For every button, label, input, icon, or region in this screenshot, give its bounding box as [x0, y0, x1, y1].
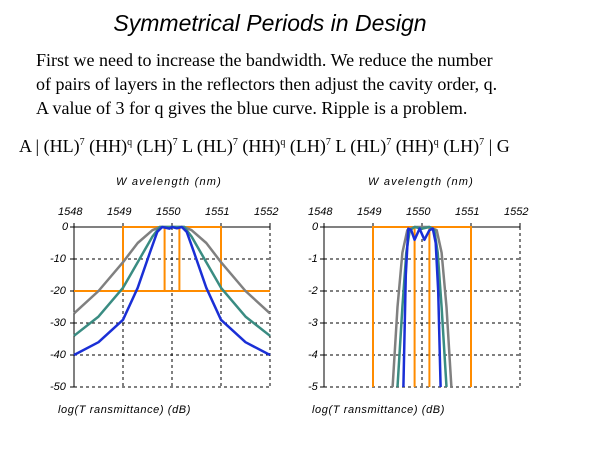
series-line-2 — [402, 227, 442, 388]
formula-exponent: q — [280, 137, 286, 148]
formula-exponent: 7 — [232, 137, 238, 148]
formula-part: (HH) — [237, 136, 281, 156]
right-x-tick: 1551 — [455, 206, 480, 218]
formula-part: A | (HL) — [19, 136, 80, 156]
left-y-tick: -20 — [50, 285, 66, 297]
left-x-tick: 1551 — [205, 206, 230, 218]
paragraph-line: of pairs of layers in the reflectors the… — [36, 74, 498, 94]
right-y-tick: -3 — [308, 317, 318, 329]
paragraph-line: A value of 3 for q gives the blue curve.… — [36, 98, 468, 118]
formula-part: (LH) — [132, 136, 173, 156]
left-chart-xlabel: W avelength (nm) — [116, 176, 223, 188]
formula-exponent: 7 — [79, 137, 85, 148]
formula-part: (LH) — [285, 136, 326, 156]
right-chart-xlabel: W avelength (nm) — [368, 176, 475, 188]
right-y-tick: 0 — [312, 221, 319, 233]
formula-exponent: 7 — [479, 137, 485, 148]
right-x-tick: 1550 — [406, 206, 431, 218]
formula-exponent: 7 — [172, 137, 178, 148]
formula-exponent: 7 — [325, 137, 331, 148]
right-y-tick: -4 — [308, 349, 318, 361]
right-x-tick: 1548 — [308, 206, 333, 218]
slide-title: Symmetrical Periods in Design — [113, 10, 427, 36]
formula-part: | G — [484, 136, 510, 156]
left-x-tick: 1549 — [107, 206, 132, 218]
left-x-tick: 1548 — [58, 206, 83, 218]
right-transmittance-chart — [320, 223, 521, 388]
layer-formula: A | (HL)7 (HH)q (LH)7 L (HL)7 (HH)q (LH)… — [19, 136, 599, 157]
right-y-tick: -2 — [308, 285, 318, 297]
formula-part: (HH) — [84, 136, 128, 156]
left-chart-ylabel: log(T ransmittance) (dB) — [58, 404, 191, 416]
left-y-tick: -30 — [50, 317, 66, 329]
right-x-tick: 1549 — [357, 206, 382, 218]
formula-exponent: 7 — [386, 137, 392, 148]
right-chart-ylabel: log(T ransmittance) (dB) — [312, 404, 445, 416]
left-transmittance-chart — [70, 223, 271, 388]
formula-exponent: q — [127, 137, 133, 148]
formula-exponent: q — [433, 137, 439, 148]
paragraph-line: First we need to increase the bandwidth.… — [36, 50, 493, 70]
series-line-2 — [73, 225, 271, 357]
right-y-tick: -5 — [308, 381, 318, 393]
slide-paragraph: First we need to increase the bandwidth.… — [36, 48, 596, 120]
right-x-tick: 1552 — [504, 206, 529, 218]
formula-part: L (HL) — [330, 136, 387, 156]
left-y-tick: -50 — [50, 381, 66, 393]
left-x-tick: 1550 — [156, 206, 181, 218]
left-y-tick: -40 — [50, 349, 66, 361]
formula-part: (LH) — [438, 136, 480, 156]
formula-part: L (HL) — [177, 136, 233, 156]
left-y-tick: 0 — [62, 221, 69, 233]
left-y-tick: -10 — [50, 253, 66, 265]
formula-part: (HH) — [391, 136, 434, 156]
series-line-0 — [391, 225, 453, 388]
right-y-tick: -1 — [308, 253, 318, 265]
left-x-tick: 1552 — [254, 206, 279, 218]
